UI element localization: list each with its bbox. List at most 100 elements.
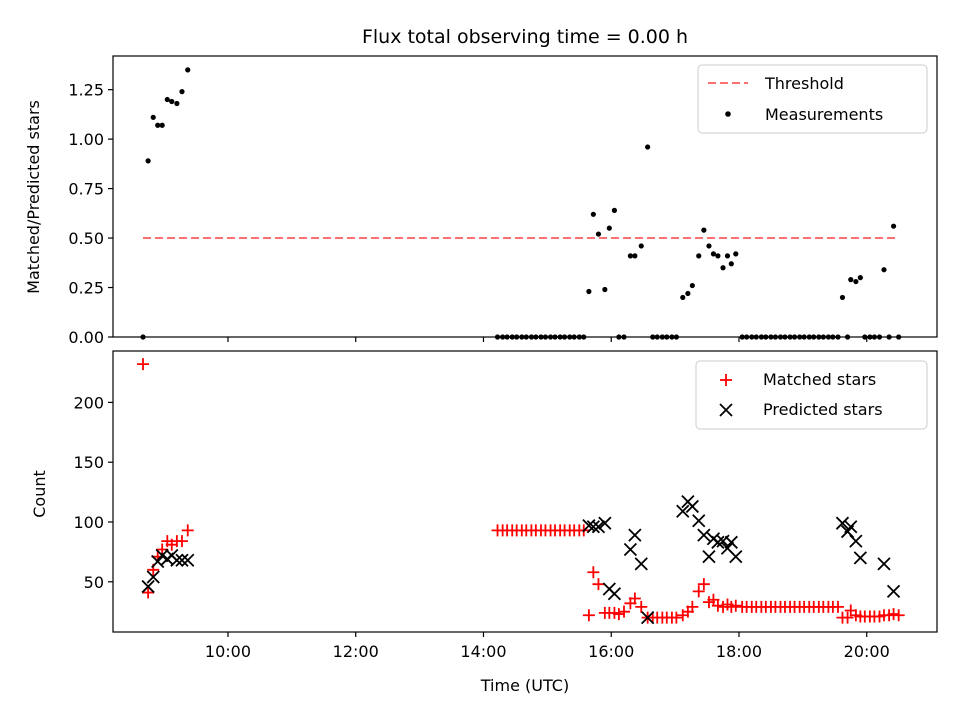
predicted-stars-point: [729, 550, 743, 564]
legend-measurements-swatch: [725, 111, 731, 117]
x-axis-label: Time (UTC): [480, 676, 569, 695]
predicted-stars-point: [853, 551, 867, 565]
matched-stars-point: [175, 535, 188, 548]
bottom-legend-box: [695, 360, 928, 430]
matched-stars-point: [612, 608, 625, 621]
measurements-point: [645, 144, 651, 150]
matched-stars-point: [697, 578, 710, 591]
measurements-point: [720, 265, 726, 271]
measurements-point: [680, 294, 686, 301]
measurements-point: [733, 251, 739, 257]
measurements-point: [853, 278, 859, 285]
predicted-stars-point: [623, 542, 638, 557]
measurements-point: [586, 288, 592, 295]
predicted-stars-point: [676, 504, 690, 518]
measurements-point: [715, 253, 721, 259]
predicted-stars-point: [711, 535, 725, 549]
matched-stars-point: [841, 611, 854, 624]
matched-stars-point: [142, 586, 155, 599]
predicted-stars-point: [844, 520, 858, 534]
measurements-point: [848, 277, 854, 283]
predicted-stars-point: [181, 553, 195, 567]
predicted-stars-point: [692, 514, 706, 528]
matched-stars-point: [618, 605, 631, 618]
measurements-point: [150, 114, 156, 120]
predicted-stars-point: [697, 528, 711, 542]
predicted-stars-point: [591, 520, 606, 534]
measurements-point: [602, 286, 608, 293]
matched-stars-point: [635, 600, 648, 613]
measurements-point: [159, 122, 165, 128]
bottom-x-tick-label: 14:00: [460, 642, 506, 661]
bottom-y-tick-label: 50: [84, 573, 104, 592]
matched-stars-point: [892, 609, 905, 622]
measurements-point: [638, 243, 644, 249]
predicted-stars-point: [175, 553, 189, 567]
matched-stars-point: [670, 611, 683, 624]
predicted-stars-point: [685, 499, 699, 514]
legend-predicted-label: Predicted stars: [763, 400, 883, 419]
measurements-point: [169, 98, 175, 105]
measurements-point: [890, 223, 897, 229]
matched-stars-point: [711, 599, 724, 612]
measurements-point: [611, 207, 618, 213]
measurements-point: [696, 253, 702, 259]
predicted-stars-point: [146, 570, 160, 584]
measurements-point: [145, 158, 151, 164]
legend-predicted-swatch: [719, 403, 733, 417]
bottom-x-tick-label: 10:00: [205, 642, 251, 661]
bottom-x-tick-label: 12:00: [333, 642, 379, 661]
predicted-stars-point: [702, 550, 716, 564]
measurements-point: [685, 290, 691, 297]
measurements-point: [689, 282, 695, 289]
top-y-tick-label: 1.25: [68, 81, 104, 100]
bottom-plot-area: [137, 358, 905, 625]
legend-measurements-label: Measurements: [765, 105, 883, 124]
predicted-stars-point: [886, 584, 901, 598]
matched-stars-point: [692, 585, 705, 598]
bottom-y-axis: 50 100 150 200: [73, 393, 113, 592]
measurements-point: [606, 225, 612, 231]
predicted-stars-point: [724, 535, 738, 549]
predicted-stars-point: [641, 611, 655, 625]
measurements-point: [164, 96, 170, 103]
bottom-y-axis-label: Count: [30, 470, 49, 518]
predicted-stars-point: [607, 587, 622, 601]
measurements-point: [728, 261, 734, 267]
measurements-point: [839, 294, 846, 301]
top-y-axis-label: Matched/Predicted stars: [24, 100, 43, 294]
measurements-point: [155, 122, 161, 128]
bottom-legend: Matched stars Predicted stars: [695, 360, 928, 430]
matched-stars-point: [686, 600, 699, 613]
predicted-stars-point: [141, 579, 155, 594]
predicted-stars-point: [849, 534, 863, 548]
matched-stars-point: [587, 566, 600, 579]
predicted-stars-point: [634, 557, 648, 571]
predicted-stars-point: [628, 528, 642, 542]
matched-stars-point: [592, 578, 605, 591]
measurements-point: [174, 100, 180, 107]
measurements-point: [627, 253, 633, 259]
top-axes-frame: [112, 55, 938, 338]
predicted-stars-point: [586, 520, 600, 534]
chart-title: Flux total observing time = 0.00 h: [362, 26, 688, 48]
top-legend-box: [697, 64, 928, 134]
legend-matched-label: Matched stars: [763, 370, 876, 389]
matched-stars-point: [831, 600, 844, 613]
bottom-axes-frame: [112, 350, 938, 633]
bottom-x-tick-label: 18:00: [716, 642, 762, 661]
top-y-axis: 0.00 0.25 0.50 0.75 1.00 1.25: [68, 81, 113, 347]
top-legend: Threshold Measurements: [697, 64, 928, 134]
bottom-x-axis: 10:00 12:00 14:00 16:00 18:00 20:00: [205, 632, 890, 661]
matched-stars-point: [887, 608, 900, 621]
top-y-tick-label: 0.25: [68, 279, 104, 298]
measurements-point: [857, 275, 863, 281]
measurements-point: [701, 227, 707, 233]
matched-stars-point: [729, 599, 742, 612]
top-y-tick-label: 0.00: [68, 328, 104, 347]
predicted-stars-point: [877, 557, 891, 571]
bottom-y-tick-label: 150: [73, 453, 104, 472]
top-x-axis: [227, 337, 868, 342]
measurements-point: [881, 267, 887, 273]
